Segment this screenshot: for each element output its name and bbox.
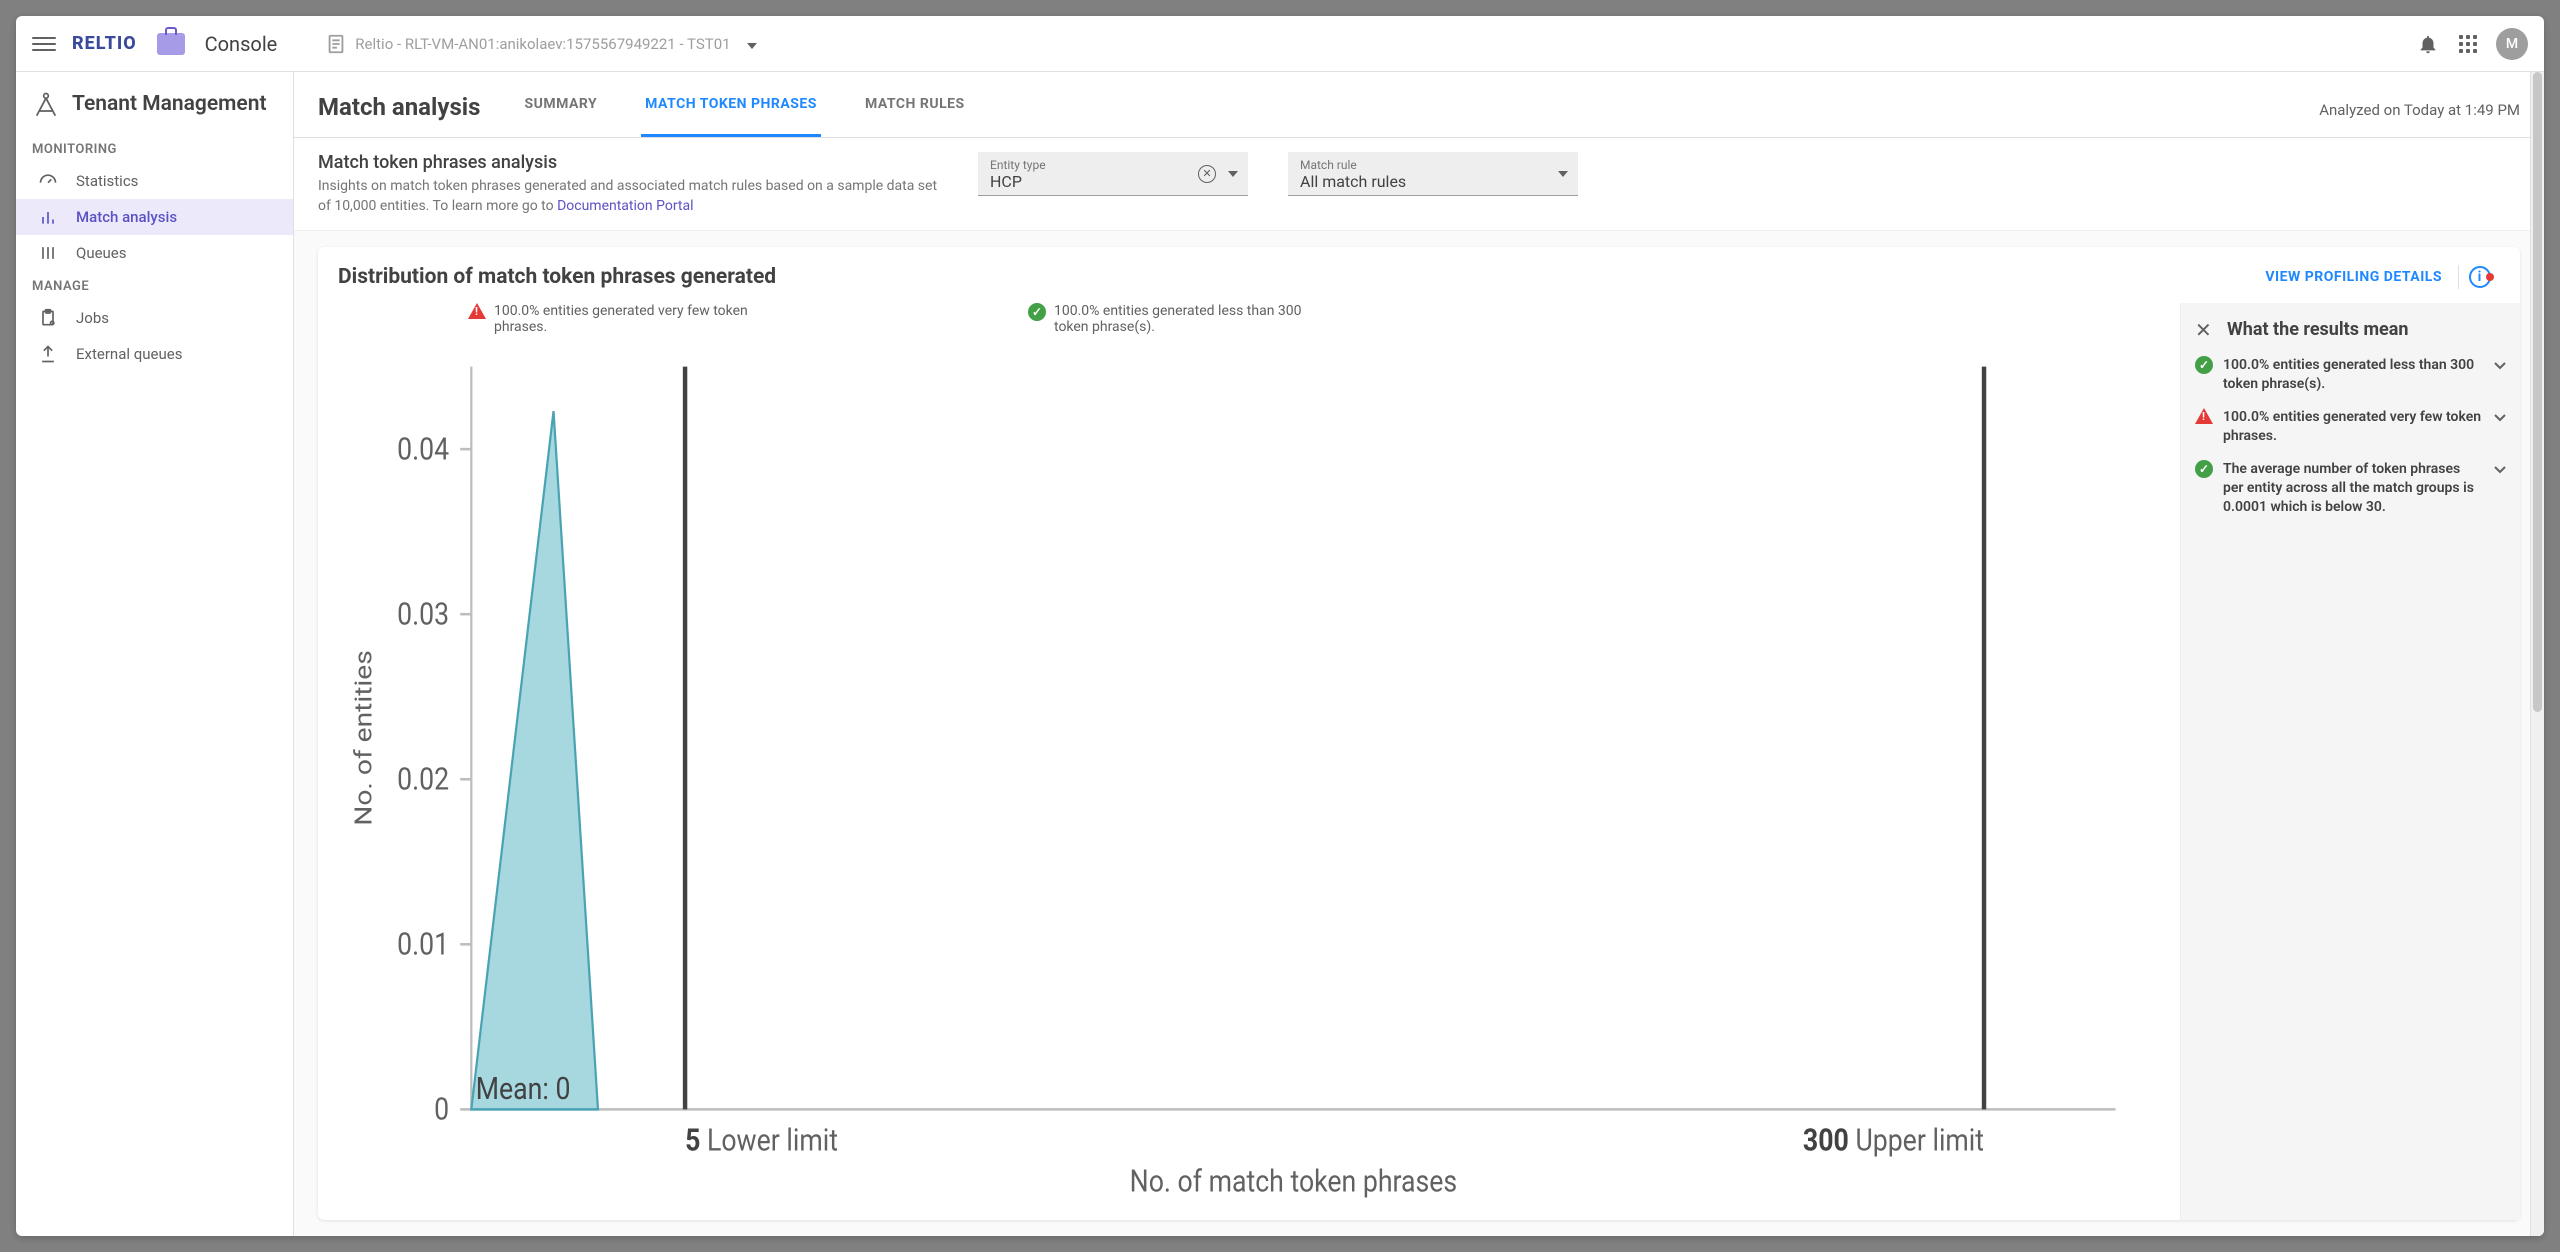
bar-chart-icon <box>38 207 58 227</box>
chevron-down-icon <box>2494 356 2506 374</box>
section-manage: MANAGE <box>16 271 293 300</box>
compass-icon <box>32 90 60 118</box>
document-icon <box>325 33 347 55</box>
results-heading: What the results mean <box>2227 319 2408 340</box>
notification-dot-icon <box>2486 273 2494 281</box>
analyzed-on: Analyzed on Today at 1:49 PM <box>2319 101 2520 137</box>
chevron-down-icon <box>2494 408 2506 426</box>
results-panel: ✕ What the results mean 100.0% entities … <box>2180 303 2520 1220</box>
result-text: 100.0% entities generated less than 300 … <box>2223 356 2484 394</box>
callout-warn: 100.0% entities generated very few token… <box>468 303 768 335</box>
svg-text:No. of entities: No. of entities <box>350 650 378 825</box>
sidebar-item-external-queues[interactable]: External queues <box>16 336 293 372</box>
svg-text:300 Upper limit: 300 Upper limit <box>1803 1123 1984 1159</box>
nav-label: Match analysis <box>76 208 177 226</box>
tenant-name: Reltio - RLT-VM-AN01:anikolaev:157556794… <box>355 35 730 53</box>
result-text: The average number of token phrases per … <box>2223 460 2484 517</box>
notifications-icon[interactable] <box>2416 32 2440 56</box>
page-header: Match analysis SUMMARY MATCH TOKEN PHRAS… <box>294 72 2544 138</box>
close-icon[interactable]: ✕ <box>2195 320 2215 340</box>
svg-text:No. of match token phrases: No. of match token phrases <box>1130 1164 1458 1200</box>
avatar[interactable]: M <box>2496 28 2528 60</box>
svg-text:5 Lower limit: 5 Lower limit <box>685 1123 838 1159</box>
sidebar-item-jobs[interactable]: Jobs <box>16 300 293 336</box>
sidebar: Tenant Management MONITORING Statistics … <box>16 72 294 1236</box>
sidebar-item-statistics[interactable]: Statistics <box>16 163 293 199</box>
svg-text:0.01: 0.01 <box>397 927 449 963</box>
filter-row: Match token phrases analysis Insights on… <box>294 138 2544 231</box>
svg-text:0.04: 0.04 <box>397 432 449 468</box>
caret-down-icon <box>1228 171 1238 177</box>
analysis-description: Insights on match token phrases generate… <box>318 177 938 216</box>
section-monitoring: MONITORING <box>16 134 293 163</box>
tab-summary[interactable]: SUMMARY <box>520 88 601 137</box>
brand-logo: RELTIO <box>72 33 137 54</box>
card-title: Distribution of match token phrases gene… <box>338 265 2249 289</box>
result-item[interactable]: 100.0% entities generated less than 300 … <box>2195 356 2506 394</box>
clipboard-icon <box>38 308 58 328</box>
check-circle-icon <box>1028 303 1046 321</box>
nav-label: Jobs <box>76 309 109 327</box>
top-bar: RELTIO Console Reltio - RLT-VM-AN01:anik… <box>16 16 2544 72</box>
nav-label: External queues <box>76 345 182 363</box>
check-circle-icon <box>2195 460 2213 478</box>
clear-icon[interactable]: ✕ <box>1198 165 1216 183</box>
nav-label: Statistics <box>76 172 138 190</box>
caret-down-icon <box>1558 171 1568 177</box>
entity-type-select[interactable]: Entity type HCP ✕ <box>978 152 1248 196</box>
result-item[interactable]: 100.0% entities generated very few token… <box>2195 408 2506 446</box>
suitcase-icon <box>157 33 185 55</box>
documentation-portal-link[interactable]: Documentation Portal <box>557 198 693 214</box>
columns-icon <box>38 243 58 263</box>
view-profiling-details-link[interactable]: VIEW PROFILING DETAILS <box>2265 269 2442 285</box>
upload-icon <box>38 344 58 364</box>
scrollbar[interactable] <box>2530 72 2544 1236</box>
warning-triangle-icon <box>468 303 486 319</box>
caret-down-icon <box>747 35 757 53</box>
sidebar-item-queues[interactable]: Queues <box>16 235 293 271</box>
chart-area: 100.0% entities generated very few token… <box>318 303 2180 1220</box>
menu-toggle-icon[interactable] <box>32 32 56 56</box>
distribution-card: Distribution of match token phrases gene… <box>318 247 2520 1220</box>
sidebar-item-match-analysis[interactable]: Match analysis <box>16 199 293 235</box>
page-title: Match analysis <box>318 93 480 137</box>
distribution-chart: 0 0.01 0.02 0.03 0.04 No. of entities Mean: 0 5… <box>338 341 2160 1212</box>
svg-text:0.02: 0.02 <box>397 762 449 798</box>
gauge-icon <box>38 171 58 191</box>
analysis-subtitle: Match token phrases analysis <box>318 152 938 173</box>
tabs: SUMMARY MATCH TOKEN PHRASES MATCH RULES <box>520 88 968 137</box>
sidebar-title: Tenant Management <box>16 72 293 134</box>
nav-label: Queues <box>76 244 127 262</box>
svg-text:0: 0 <box>434 1092 449 1128</box>
match-rule-select[interactable]: Match rule All match rules <box>1288 152 1578 196</box>
tab-match-rules[interactable]: MATCH RULES <box>861 88 969 137</box>
result-item[interactable]: The average number of token phrases per … <box>2195 460 2506 517</box>
svg-text:Mean: 0: Mean: 0 <box>476 1072 571 1108</box>
check-circle-icon <box>2195 356 2213 374</box>
tenant-selector[interactable]: Reltio - RLT-VM-AN01:anikolaev:157556794… <box>325 33 756 55</box>
warning-triangle-icon <box>2195 408 2213 424</box>
info-button[interactable]: i <box>2458 265 2500 289</box>
scrollbar-thumb[interactable] <box>2533 72 2542 712</box>
main-content: Match analysis SUMMARY MATCH TOKEN PHRAS… <box>294 72 2544 1236</box>
result-text: 100.0% entities generated very few token… <box>2223 408 2484 446</box>
callout-ok: 100.0% entities generated less than 300 … <box>1028 303 1328 335</box>
tab-match-token-phrases[interactable]: MATCH TOKEN PHRASES <box>641 88 821 137</box>
select-value: All match rules <box>1300 172 1566 191</box>
console-label: Console <box>205 32 278 56</box>
chevron-down-icon <box>2494 460 2506 478</box>
apps-grid-icon[interactable] <box>2456 32 2480 56</box>
svg-text:0.03: 0.03 <box>397 597 449 633</box>
select-label: Match rule <box>1300 158 1566 172</box>
